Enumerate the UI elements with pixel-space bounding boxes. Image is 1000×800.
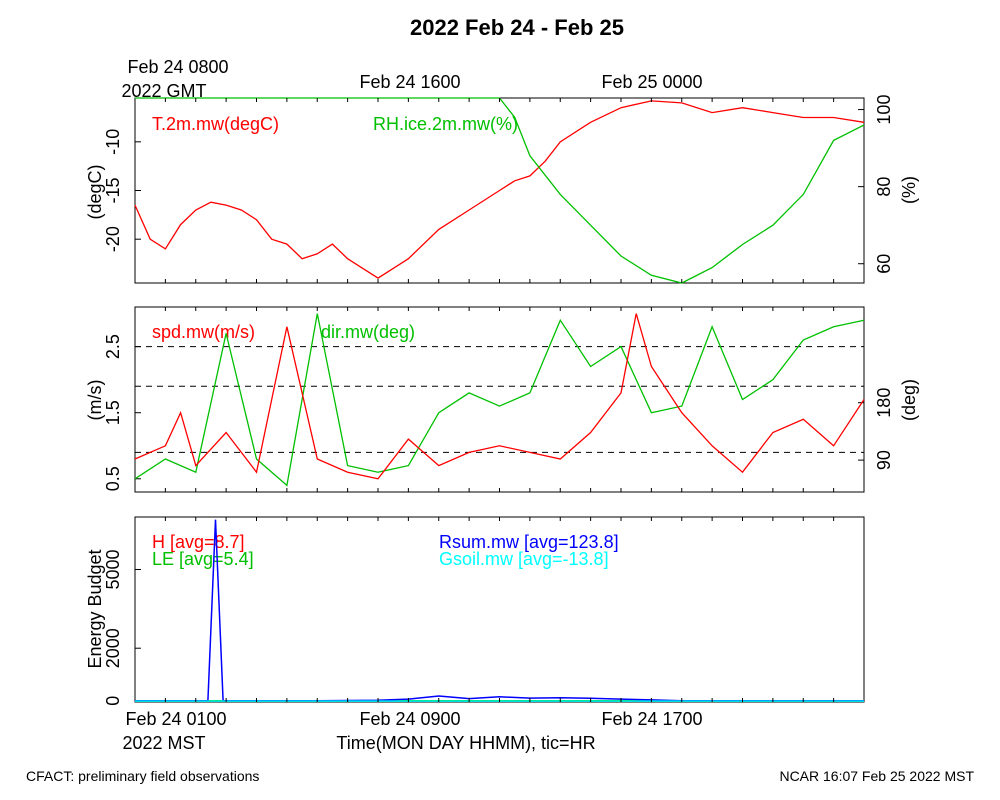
legend-h: H [avg=8.7] <box>152 532 245 552</box>
legend-direction: dir.mw(deg) <box>321 322 415 342</box>
y-tick-label: 2000 <box>103 628 123 668</box>
y-tick-label: 90 <box>874 450 894 470</box>
y-tick-label: -10 <box>103 129 123 155</box>
series-line-rh-ice-2m-mw- <box>135 97 865 284</box>
legend-rsum: Rsum.mw [avg=123.8] <box>439 532 619 552</box>
panel-2-left-ylabel: (m/s) <box>85 380 105 421</box>
bottom-tick-label: Feb 24 0900 <box>359 709 460 729</box>
y-tick-label: 180 <box>874 388 894 418</box>
footer-right: NCAR 16:07 Feb 25 2022 MST <box>779 768 974 784</box>
chart-title: 2022 Feb 24 - Feb 25 <box>410 15 624 40</box>
top-axis-sublabel: 2022 GMT <box>121 81 206 101</box>
y-tick-label: -20 <box>103 226 123 252</box>
bottom-axis-sublabel: 2022 MST <box>122 733 205 753</box>
legend-temperature: T.2m.mw(degC) <box>152 114 279 134</box>
legend-le: LE [avg=5.4] <box>152 549 254 569</box>
y-tick-label: 1.5 <box>103 400 123 425</box>
bottom-tick-label: Feb 24 0100 <box>125 709 226 729</box>
series-line-spd-mw-m-s- <box>134 313 865 480</box>
bottom-tick-label: Feb 24 1700 <box>601 709 702 729</box>
panel-2-right-ylabel: (deg) <box>899 379 919 421</box>
y-tick-label: 0.5 <box>103 466 123 491</box>
footer-left: CFACT: preliminary field observations <box>26 768 259 784</box>
y-tick-label: 2.5 <box>103 334 123 359</box>
y-tick-label: 80 <box>874 177 894 197</box>
top-tick-label: Feb 25 0000 <box>601 72 702 92</box>
y-tick-label: 5000 <box>103 549 123 589</box>
y-tick-label: 60 <box>874 254 894 274</box>
panel-3-ylabel: Energy Budget <box>85 549 105 668</box>
legend-rh-ice: RH.ice.2m.mw(%) <box>373 114 518 134</box>
top-tick-label: Feb 24 1600 <box>359 72 460 92</box>
y-tick-label: -15 <box>103 177 123 203</box>
legend-speed: spd.mw(m/s) <box>152 322 255 342</box>
top-tick-label: Feb 24 0800 <box>127 57 228 77</box>
y-tick-label: 100 <box>874 95 894 125</box>
legend-gsoil: Gsoil.mw [avg=-13.8] <box>439 549 609 569</box>
panel-1-left-ylabel: (degC) <box>85 164 105 219</box>
x-axis-label: Time(MON DAY HHMM), tic=HR <box>336 733 595 753</box>
y-tick-label: 0 <box>103 696 123 706</box>
panel-1-right-ylabel: (%) <box>899 176 919 204</box>
series-line-t-2m-mw-degc- <box>134 100 865 279</box>
series-line-dir-mw-deg- <box>134 313 865 487</box>
